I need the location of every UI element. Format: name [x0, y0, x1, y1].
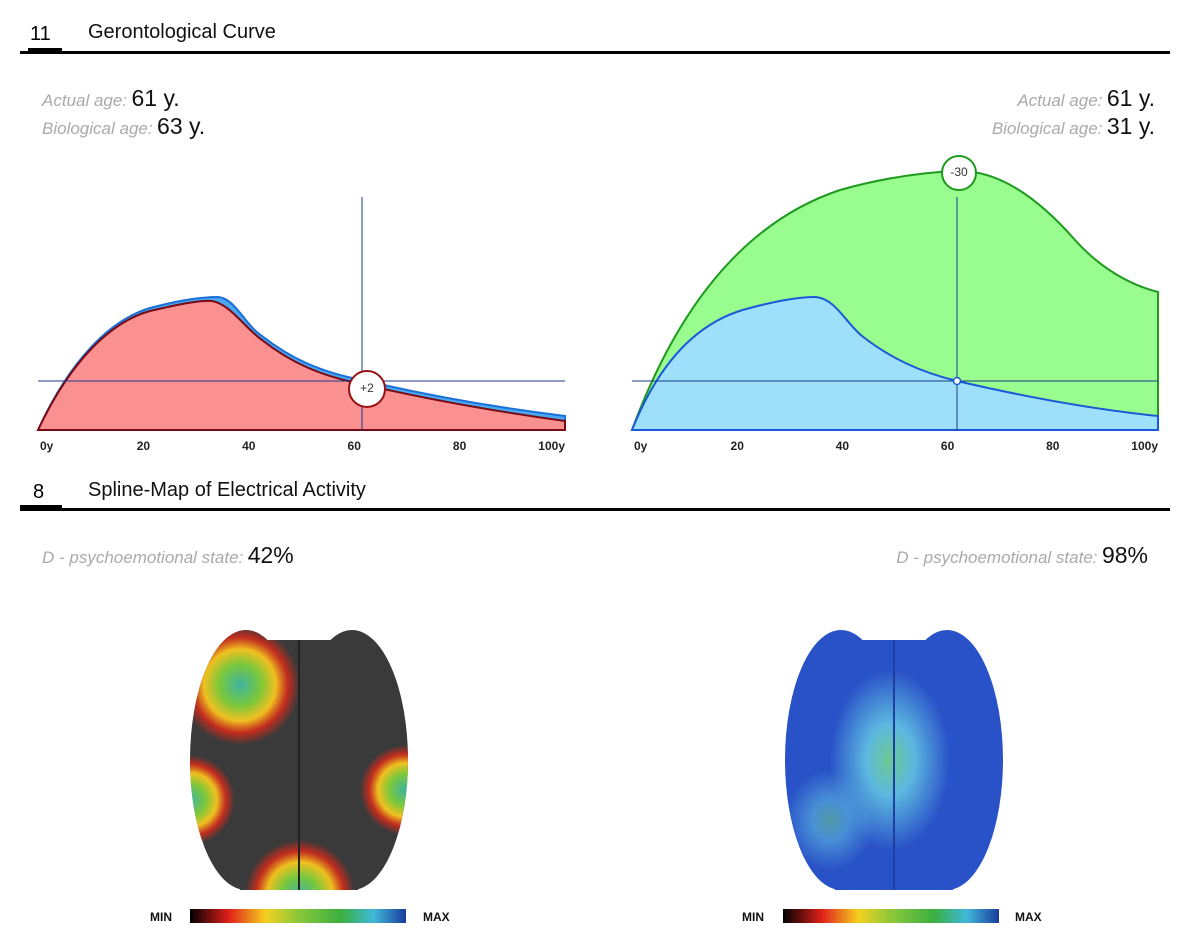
- value: 98%: [1102, 542, 1148, 568]
- value: 42%: [248, 542, 294, 568]
- x-tick-label: 80: [1046, 439, 1060, 453]
- x-tick-label: 0y: [634, 439, 648, 453]
- color-scale: [783, 909, 999, 923]
- value: 61 y.: [1107, 85, 1155, 111]
- scale-min: MIN: [150, 910, 172, 924]
- section-rule: [20, 51, 1170, 54]
- age-marker-label: +2: [360, 381, 374, 395]
- label: Biological age:: [42, 119, 153, 138]
- label: Actual age:: [1016, 91, 1102, 110]
- biological-curve: [36, 299, 566, 431]
- section-title: Gerontological Curve: [88, 21, 276, 43]
- x-tick-label: 80: [453, 439, 467, 453]
- label: Biological age:: [992, 119, 1103, 138]
- age-marker: [941, 155, 977, 191]
- x-tick-label: 100y: [538, 439, 565, 453]
- age-row: Biological age: 31 y.: [992, 113, 1155, 139]
- scale-max: MAX: [1015, 910, 1042, 924]
- age-row: Actual age: 61 y.: [41, 85, 180, 111]
- x-tick-label: 20: [731, 439, 745, 453]
- x-tick-label: 60: [348, 439, 362, 453]
- brain-map: [190, 630, 408, 890]
- x-tick-label: 40: [242, 439, 256, 453]
- age-row: Biological age: 63 y.: [42, 113, 205, 139]
- label: D - psychoemotional state:: [896, 548, 1098, 567]
- intersection: [952, 376, 962, 386]
- state-row: D - psychoemotional state: 42%: [42, 542, 294, 568]
- section-rule-accent: [28, 48, 62, 54]
- label: Actual age:: [41, 91, 127, 110]
- value: 31 y.: [1107, 113, 1155, 139]
- section-title: Spline-Map of Electrical Activity: [88, 479, 366, 501]
- value: 63 y.: [157, 113, 205, 139]
- brain-map: [785, 630, 1003, 890]
- x-tick-label: 20: [137, 439, 151, 453]
- scale-max: MAX: [423, 910, 450, 924]
- section-rule-accent: [20, 505, 62, 511]
- section-number: 11: [30, 23, 51, 45]
- x-tick-label: 100y: [1131, 439, 1158, 453]
- axis: 0y 20 40 60 80 100y 0y 20 40 60 80 100y: [40, 439, 1158, 453]
- scale-min: MIN: [742, 910, 764, 924]
- age-marker-label: -30: [950, 165, 968, 179]
- label: D - psychoemotional state:: [42, 548, 244, 567]
- x-tick-label: 60: [941, 439, 955, 453]
- x-tick-label: 0y: [40, 439, 54, 453]
- age-row: Actual age: 61 y.: [1016, 85, 1155, 111]
- section-number: 8: [33, 481, 44, 503]
- section-rule: [20, 508, 1170, 511]
- x-tick-label: 40: [836, 439, 850, 453]
- normal-curve: [630, 295, 1159, 431]
- value: 61 y.: [132, 85, 180, 111]
- state-row: D - psychoemotional state: 98%: [896, 542, 1148, 568]
- age-marker: [348, 370, 386, 408]
- color-scale: [190, 909, 406, 923]
